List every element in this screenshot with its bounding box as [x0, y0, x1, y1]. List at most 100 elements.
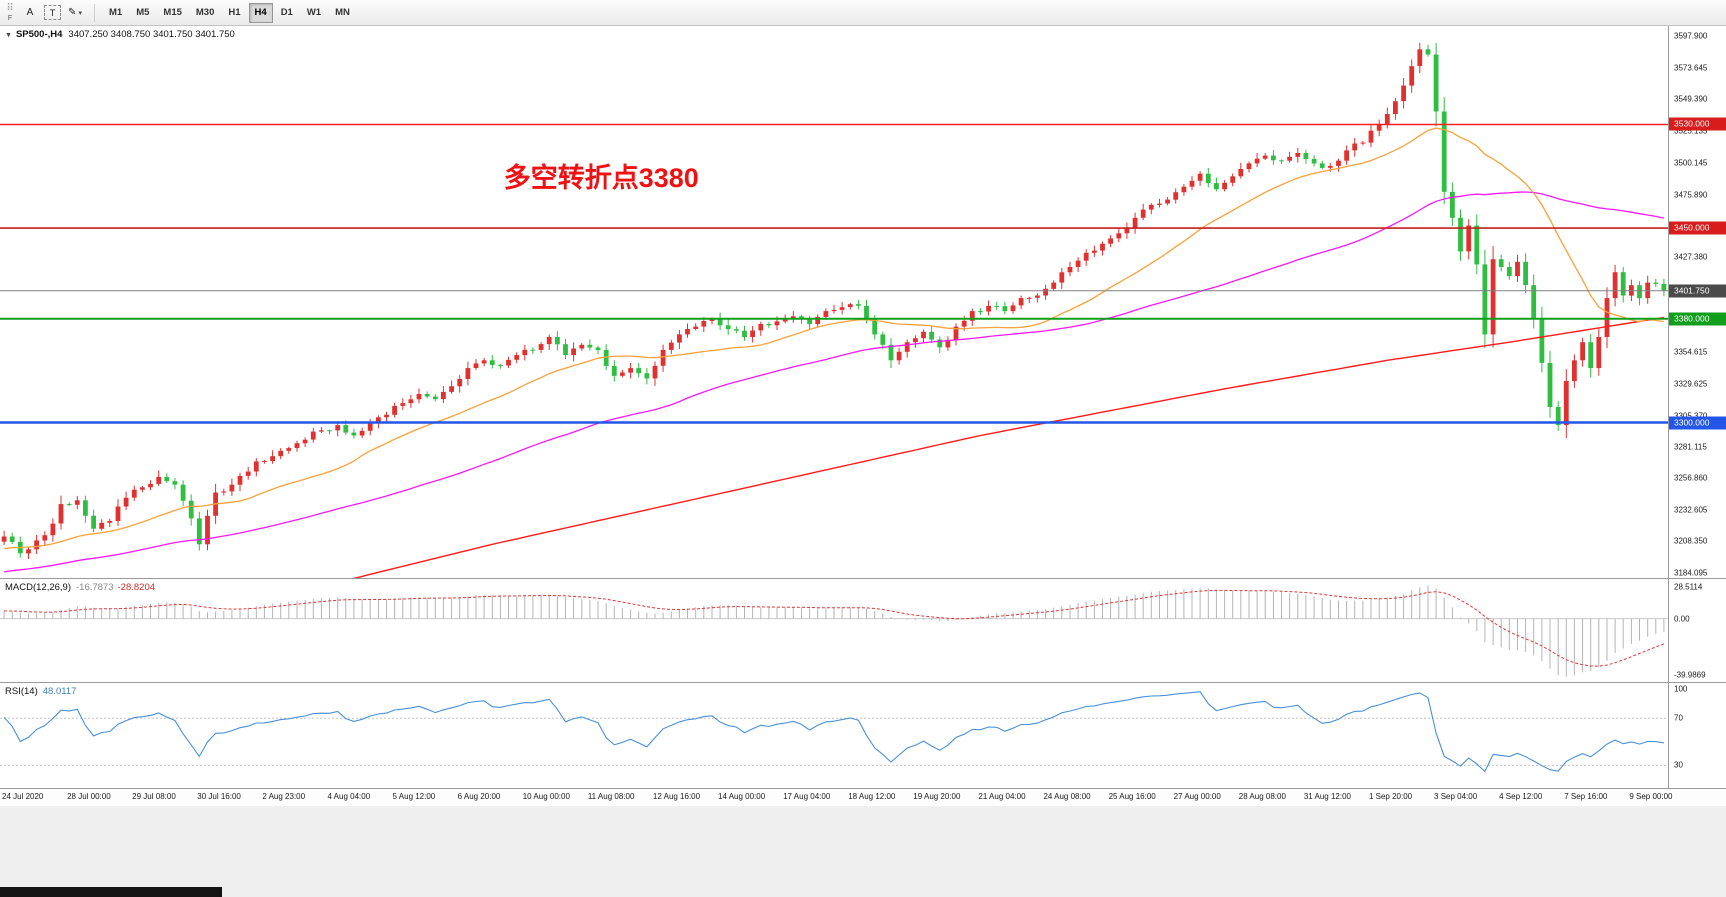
rsi-axis-tick: 100 [1674, 684, 1688, 694]
rsi-name: RSI(14) [5, 686, 38, 697]
price-badge-3450.000: 3450.000 [1669, 221, 1726, 235]
chart-window: ▼ SP500-,H4 3407.250 3408.750 3401.750 340… [0, 26, 1726, 806]
price-axis-tick: 3256.860 [1674, 473, 1708, 483]
price-axis-tick: 3329.625 [1674, 379, 1708, 389]
time-axis-label: 9 Sep 00:00 [1629, 792, 1673, 801]
pen-icon: ✎ [68, 7, 77, 18]
macd-main-value: -16.7873 [76, 582, 114, 593]
rsi-panel[interactable]: RSI(14) 48.0117 100 70 30 [0, 682, 1726, 788]
time-axis-label: 24 Aug 08:00 [1043, 792, 1091, 801]
symbol-period-label: SP500-,H4 [15, 29, 63, 40]
time-axis-label: 28 Jul 00:00 [67, 792, 111, 801]
macd-histogram [3, 585, 1665, 677]
timeframe-button-m15[interactable]: M15 [157, 3, 187, 23]
price-axis-tick: 3354.615 [1674, 347, 1708, 357]
arrow-tool-button[interactable]: A [20, 3, 40, 23]
timeframe-button-m1[interactable]: M1 [103, 3, 128, 23]
workspace-background [0, 807, 1726, 897]
price-axis-tick: 3208.350 [1674, 536, 1708, 546]
price-axis-tick: 3305.370 [1674, 411, 1707, 420]
time-axis-label: 3 Sep 04:00 [1434, 792, 1478, 801]
time-axis-label: 6 Aug 20:00 [457, 792, 501, 801]
time-axis[interactable]: 24 Jul 2020 28 Jul 00:00 29 Jul 08:00 30 Ju… [0, 788, 1726, 806]
time-axis-label: 2 Aug 23:00 [262, 792, 306, 801]
price-badge-3401.750: 3401.750 [1669, 284, 1726, 298]
timeframe-group: M1 M5 M15 M30 H1 H4 D1 W1 MN [102, 2, 357, 23]
rsi-axis-tick: 70 [1674, 713, 1683, 723]
timeframe-button-w1[interactable]: W1 [301, 3, 327, 23]
macd-axis: 28.5114 0.00 -39.9869 [1668, 579, 1726, 682]
time-axis-label: 19 Aug 20:00 [913, 792, 961, 801]
rsi-label: RSI(14) 48.0117 [5, 686, 76, 697]
timeframe-button-m5[interactable]: M5 [130, 3, 155, 23]
price-axis-tick: 3475.890 [1674, 190, 1708, 200]
macd-chart-svg [0, 585, 1668, 677]
time-axis-label: 5 Aug 12:00 [392, 792, 436, 801]
time-axis-label: 4 Aug 04:00 [327, 792, 371, 801]
chart-annotation-text[interactable]: 多空转折点3380 [503, 162, 699, 193]
text-tool-button[interactable]: T [44, 5, 61, 20]
rsi-line [3, 691, 1664, 773]
draw-tool-button[interactable]: ✎ ▾ [65, 3, 85, 23]
ma-fast-line[interactable] [4, 127, 1664, 550]
timeframe-button-mn[interactable]: MN [329, 3, 356, 23]
macd-name: MACD(12,26,9) [5, 582, 71, 593]
ma-slow-line[interactable] [313, 316, 1665, 579]
price-axis[interactable]: 3597.9003573.6453549.3903525.1353500.145… [1668, 26, 1726, 578]
collapse-arrow-icon[interactable]: ▼ [5, 32, 12, 39]
macd-axis-tick: -39.9869 [1674, 670, 1706, 680]
time-axis-label: 18 Aug 12:00 [848, 792, 896, 801]
price-badge-3300.000: 3300.000 [1669, 416, 1726, 429]
toolbar-handle-icon[interactable]: ⠿ [6, 2, 14, 14]
price-axis-tick: 3573.645 [1674, 63, 1708, 73]
time-axis-label: 31 Aug 12:00 [1303, 792, 1351, 801]
chevron-down-icon: ▾ [78, 9, 82, 17]
candlesticks-series [1, 42, 1667, 559]
price-axis-tick: 3500.145 [1674, 158, 1708, 168]
time-axis-label: 10 Aug 00:00 [522, 792, 570, 801]
time-axis-label: 30 Jul 16:00 [197, 792, 241, 801]
macd-signal-line [4, 589, 1665, 667]
time-axis-label: 12 Aug 16:00 [652, 792, 701, 801]
price-axis-tick: 3549.390 [1674, 94, 1708, 104]
time-axis-label: 27 Aug 00:00 [1173, 792, 1221, 801]
time-axis-label: 25 Aug 16:00 [1108, 792, 1156, 801]
time-axis-label: 14 Aug 00:00 [718, 792, 766, 801]
rsi-axis: 100 70 30 [1668, 683, 1726, 788]
timeframe-button-h4[interactable]: H4 [248, 2, 273, 23]
price-chart-svg [0, 42, 1668, 579]
timeframe-button-d1[interactable]: D1 [275, 3, 299, 23]
time-axis-label: 28 Aug 08:00 [1238, 792, 1286, 801]
time-axis-label: 21 Aug 04:00 [978, 792, 1026, 801]
price-badge-3530.000: 3530.000 [1669, 117, 1726, 131]
price-axis-tick: 3232.605 [1674, 505, 1708, 515]
main-chart-panel[interactable]: ▼ SP500-,H4 3407.250 3408.750 3401.750 340… [0, 26, 1726, 578]
toolbar-separator [94, 3, 95, 22]
ohlc-values: 3407.250 3408.750 3401.750 3401.750 [68, 29, 235, 40]
macd-label: MACD(12,26,9) -16.7873 -28.8204 [5, 582, 155, 593]
macd-panel[interactable]: MACD(12,26,9) -16.7873 -28.8204 28.5114 0.0… [0, 578, 1726, 682]
price-axis-tick: 3184.095 [1674, 568, 1708, 578]
taskbar-fragment [0, 887, 222, 897]
timeframe-button-h1[interactable]: H1 [222, 3, 246, 23]
time-axis-label: 24 Jul 2020 [2, 792, 44, 801]
price-axis-tick: 3597.900 [1674, 31, 1708, 41]
time-axis-label: 7 Sep 16:00 [1564, 792, 1608, 801]
time-axis-label: 1 Sep 20:00 [1368, 792, 1413, 801]
time-axis-label: 17 Aug 04:00 [783, 792, 831, 801]
macd-axis-tick: 0.00 [1674, 614, 1690, 624]
timeframe-button-m30[interactable]: M30 [190, 3, 220, 23]
ma-mid-line[interactable] [4, 191, 1665, 573]
macd-signal-value: -28.8204 [117, 582, 156, 593]
price-axis-tick: 3427.380 [1674, 252, 1708, 262]
rsi-chart-svg [0, 691, 1668, 773]
price-badge-3380.000: 3380.000 [1669, 312, 1726, 326]
time-axis-label: 4 Sep 12:00 [1499, 792, 1543, 801]
time-axis-label: 11 Aug 08:00 [587, 792, 635, 801]
macd-axis-tick: 28.5114 [1674, 582, 1703, 592]
chart-title: ▼ SP500-,H4 3407.250 3408.750 3401.750 340… [5, 29, 235, 40]
time-axis-label: 29 Jul 08:00 [132, 792, 176, 801]
rsi-axis-tick: 30 [1674, 760, 1683, 770]
rsi-value: 48.0117 [42, 686, 77, 697]
